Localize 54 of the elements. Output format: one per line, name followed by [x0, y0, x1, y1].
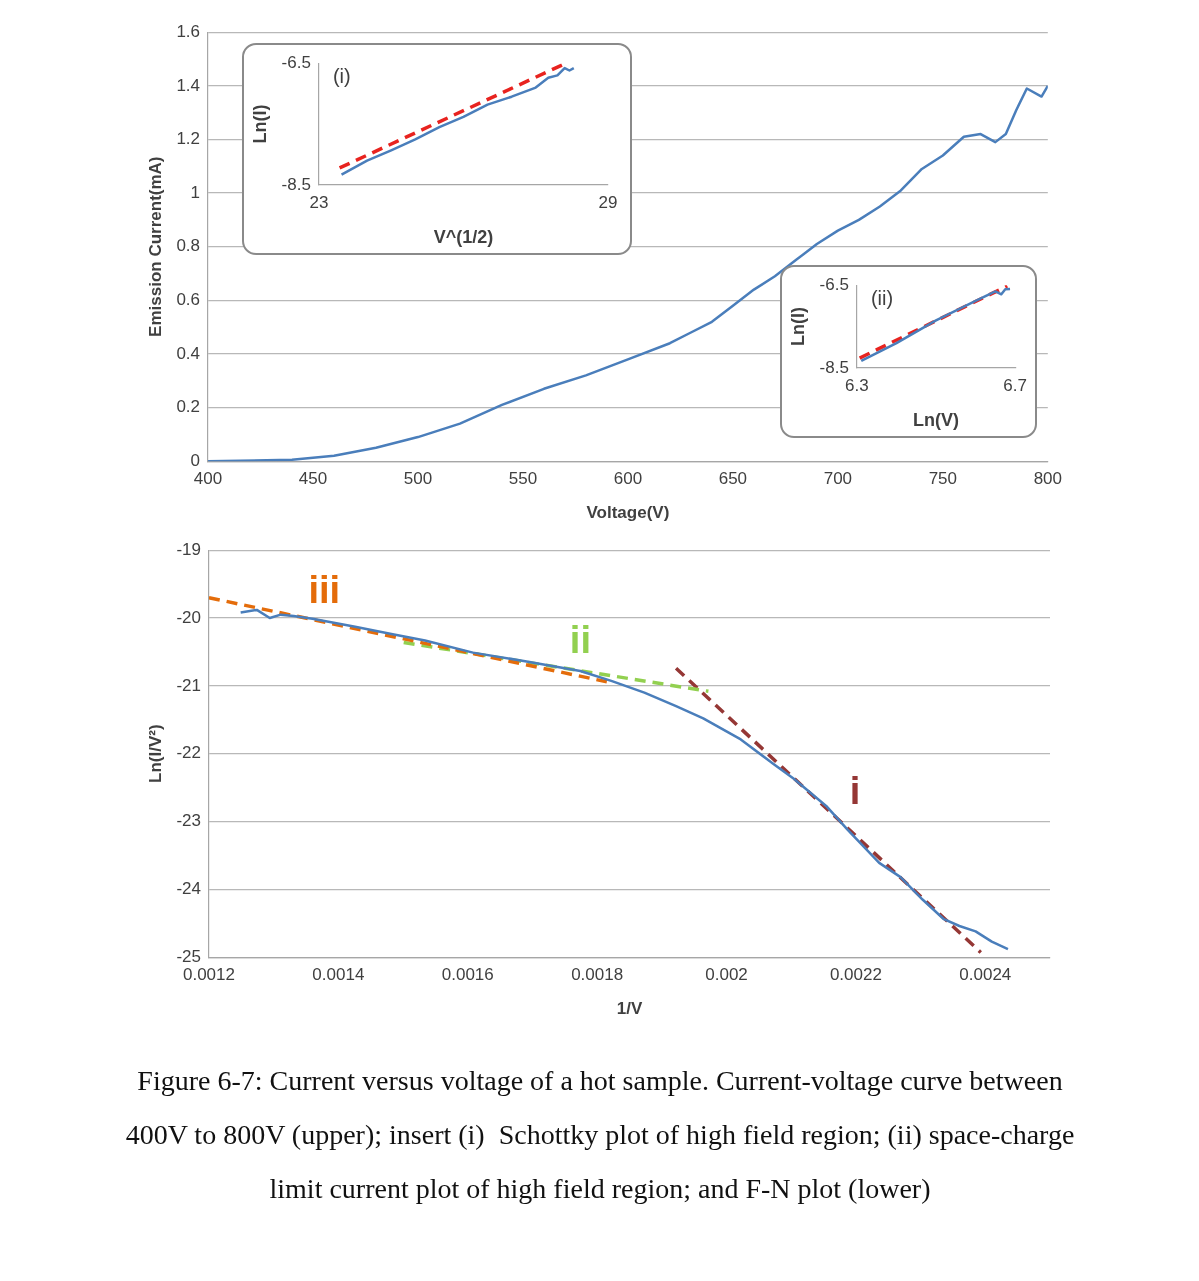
y-tick-label: 1.2 — [176, 129, 201, 149]
x-tick-label: 0.0022 — [829, 965, 882, 985]
annotation: (ii) — [870, 286, 894, 309]
x-tick-label: 600 — [613, 469, 643, 489]
x-axis-title: V^(1/2) — [433, 227, 494, 248]
y-tick-label: 1.6 — [176, 21, 201, 41]
y-tick-label: 0.4 — [176, 343, 201, 363]
annotation: (i) — [332, 64, 351, 87]
y-tick-label: 0.2 — [176, 397, 201, 417]
y-tick-label: -8.5 — [281, 174, 311, 194]
y-tick-label: -25 — [176, 946, 201, 966]
x-axis-title: Ln(V) — [913, 410, 960, 431]
series-label: i — [849, 769, 861, 812]
y-tick-label: -8.5 — [819, 357, 849, 377]
y-tick-label: 1 — [190, 182, 201, 202]
x-tick-label: 650 — [718, 469, 748, 489]
y-axis-title: Ln(I/V²) — [145, 724, 165, 783]
caption: Figure 6-7: Current versus voltage of a hot sample. Current-voltage curve between 400V to 800V (upper); insert (i) Schottky plot of high field region; (ii) space-charge limit current plot of high field region; and F-N plot (lower) — [124, 1064, 1076, 1206]
x-tick-label: 0.0012 — [182, 965, 235, 985]
x-tick-label: 750 — [928, 469, 958, 489]
x-tick-label: 450 — [298, 469, 328, 489]
y-tick-label: -6.5 — [819, 274, 849, 294]
x-tick-label: 700 — [823, 469, 853, 489]
x-tick-label: 400 — [193, 469, 223, 489]
y-tick-label: 0 — [190, 450, 201, 470]
y-tick-label: -24 — [176, 879, 201, 899]
y-axis-title: Emission Current(mA) — [145, 156, 165, 337]
x-tick-label: 0.0014 — [312, 965, 365, 985]
y-axis-title: Ln(I) — [249, 104, 270, 144]
x-tick-label: 800 — [1033, 469, 1063, 489]
y-axis-title: Ln(I) — [787, 307, 808, 347]
y-tick-label: -20 — [176, 607, 201, 627]
x-tick-label: 550 — [508, 469, 538, 489]
y-tick-label: 0.8 — [176, 236, 201, 256]
y-tick-label: -21 — [176, 675, 201, 695]
x-tick-label: 0.002 — [705, 965, 748, 985]
x-axis-title: 1/V — [616, 999, 643, 1019]
x-tick-label: 23 — [309, 192, 329, 212]
x-tick-label: 6.3 — [845, 375, 869, 395]
x-tick-label: 500 — [403, 469, 433, 489]
series-label: iii — [308, 568, 341, 611]
x-tick-label: 0.0018 — [571, 965, 624, 985]
x-tick-label: 6.7 — [1003, 375, 1027, 395]
y-tick-label: -6.5 — [281, 52, 311, 72]
y-tick-label: -19 — [176, 539, 201, 559]
x-tick-label: 0.0024 — [959, 965, 1012, 985]
x-tick-label: 29 — [598, 192, 618, 212]
x-axis-title: Voltage(V) — [586, 503, 670, 523]
y-tick-label: 0.6 — [176, 290, 201, 310]
y-tick-label: -22 — [176, 743, 201, 763]
series-label: ii — [569, 619, 591, 662]
x-tick-label: 0.0016 — [441, 965, 494, 985]
y-tick-label: 1.4 — [176, 75, 201, 95]
y-tick-label: -23 — [176, 811, 201, 831]
